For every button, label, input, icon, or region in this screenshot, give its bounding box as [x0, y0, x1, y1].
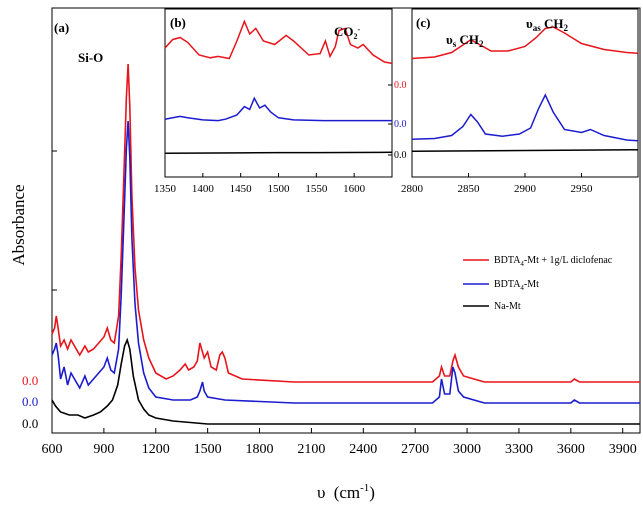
x-axis-symbol: υ — [317, 483, 325, 502]
inset-b-x-tick-label: 1400 — [192, 183, 215, 195]
x-tick-label: 3000 — [453, 442, 481, 457]
inset-b-x-tick-label: 1600 — [343, 183, 366, 195]
annotation-co2: CO2- — [334, 24, 361, 41]
ann-vas-end: CH — [541, 16, 564, 31]
inset-c-ticks: 2800 2850 2900 2950 — [401, 173, 593, 195]
inset-b-frame — [164, 8, 393, 178]
ann-vas-base: υ — [526, 16, 533, 31]
inset-b-x-tick-label: 1450 — [230, 183, 253, 195]
main-plot-frame — [51, 7, 641, 434]
inset-b-x-tick-label: 1350 — [154, 183, 177, 195]
inset-b-ticks: 1350 1400 1450 1500 1550 1600 — [154, 84, 392, 195]
inset-c-series-line-black — [411, 149, 639, 153]
zero-label-black: 0.0 — [22, 416, 38, 431]
x-tick-label: 2400 — [349, 442, 377, 457]
inset-c-x-tick-label: 2850 — [458, 183, 481, 195]
annotation-vas-ch2: υas CH2 — [526, 16, 569, 33]
main-x-ticks: 600 900 1200 1500 1800 2100 2400 2700 3000 3300 36… — [42, 428, 637, 457]
legend-entry-red: BDTA4-Mt + 1g/L diclofenac — [494, 255, 613, 268]
inset-c-x-tick-label: 2950 — [571, 183, 594, 195]
legend-blue-base: BDTA — [494, 279, 521, 290]
annotation-co2-sub: 2 — [354, 32, 358, 41]
inset-b-series-group — [164, 19, 393, 155]
inset-b-series-line-blue — [164, 96, 392, 122]
series-line-black — [51, 337, 640, 425]
inset-b-zero-red: 0.0 — [394, 80, 407, 91]
ann-vs-sub: s — [453, 39, 457, 49]
ann-vs-end: CH — [456, 32, 479, 47]
legend-red-base: BDTA — [494, 255, 521, 266]
inset-c-series-line-blue — [411, 93, 639, 142]
x-tick-label: 3900 — [609, 442, 637, 457]
inset-c-series-line-red — [411, 26, 639, 60]
x-tick-label: 2700 — [401, 442, 429, 457]
ann-vas-sub: as — [533, 23, 542, 33]
inset-c-series-group — [411, 26, 639, 153]
zero-label-red: 0.0 — [22, 373, 38, 388]
x-tick-label: 1200 — [142, 442, 170, 457]
x-axis-title: υ (cm-1) — [317, 482, 375, 502]
inset-c-x-tick-label: 2800 — [401, 183, 424, 195]
legend-entry-black: Na-Mt — [494, 301, 521, 312]
x-axis-unit: (cm — [334, 483, 360, 502]
annotation-si-o: Si-O — [78, 50, 103, 65]
series-line-blue — [51, 120, 640, 404]
legend-blue-end: -Mt — [524, 279, 539, 290]
x-tick-label: 2100 — [297, 442, 325, 457]
inset-c-frame — [411, 8, 639, 178]
inset-c-x-tick-label: 2900 — [514, 183, 537, 195]
inset-b-zero-black: 0.0 — [394, 150, 407, 161]
inset-b-series-line-red — [164, 19, 393, 65]
annotation-co2-base: CO — [334, 24, 354, 39]
legend-blue-sub: 4 — [520, 284, 524, 292]
inset-b-series-line-black — [164, 151, 393, 155]
ann-vs-sub2: 2 — [479, 39, 484, 49]
inset-b-x-tick-label: 1500 — [268, 183, 291, 195]
x-tick-label: 1800 — [246, 442, 274, 457]
panel-label-b: (b) — [170, 15, 186, 30]
inset-c: 2800 2850 2900 2950 (c) υs CH2 υas CH2 — [401, 8, 639, 195]
legend-red-sub: 4 — [520, 260, 524, 268]
panel-label-c: (c) — [416, 15, 430, 30]
ann-vas-sub2: 2 — [564, 23, 569, 33]
inset-b: 1350 1400 1450 1500 1550 1600 (b) CO2- 0.0 0.… — [154, 8, 407, 195]
x-tick-label: 600 — [42, 442, 63, 457]
inset-b-x-tick-label: 1550 — [305, 183, 328, 195]
series-line-red — [51, 63, 640, 383]
x-axis-unit-end: ) — [369, 483, 375, 502]
annotation-co2-sup: - — [358, 25, 361, 34]
ann-vs-base: υ — [446, 32, 453, 47]
x-tick-label: 900 — [93, 442, 114, 457]
legend-red-end: -Mt + 1g/L diclofenac — [524, 255, 613, 266]
zero-label-blue: 0.0 — [22, 394, 38, 409]
legend: BDTA4-Mt + 1g/L diclofenac BDTA4-Mt Na-M… — [463, 255, 613, 312]
y-axis-title: Absorbance — [9, 184, 28, 265]
x-tick-label: 3600 — [557, 442, 585, 457]
annotation-vs-ch2: υs CH2 — [446, 32, 484, 49]
x-axis-unit-sup: -1 — [360, 482, 369, 494]
inset-b-zero-blue: 0.0 — [394, 119, 407, 130]
x-tick-label: 1500 — [194, 442, 222, 457]
x-tick-label: 3300 — [505, 442, 533, 457]
legend-entry-blue: BDTA4-Mt — [494, 279, 539, 292]
panel-label-a: (a) — [54, 20, 69, 35]
main-y-ticks — [52, 7, 57, 291]
main-series-group — [51, 63, 640, 425]
